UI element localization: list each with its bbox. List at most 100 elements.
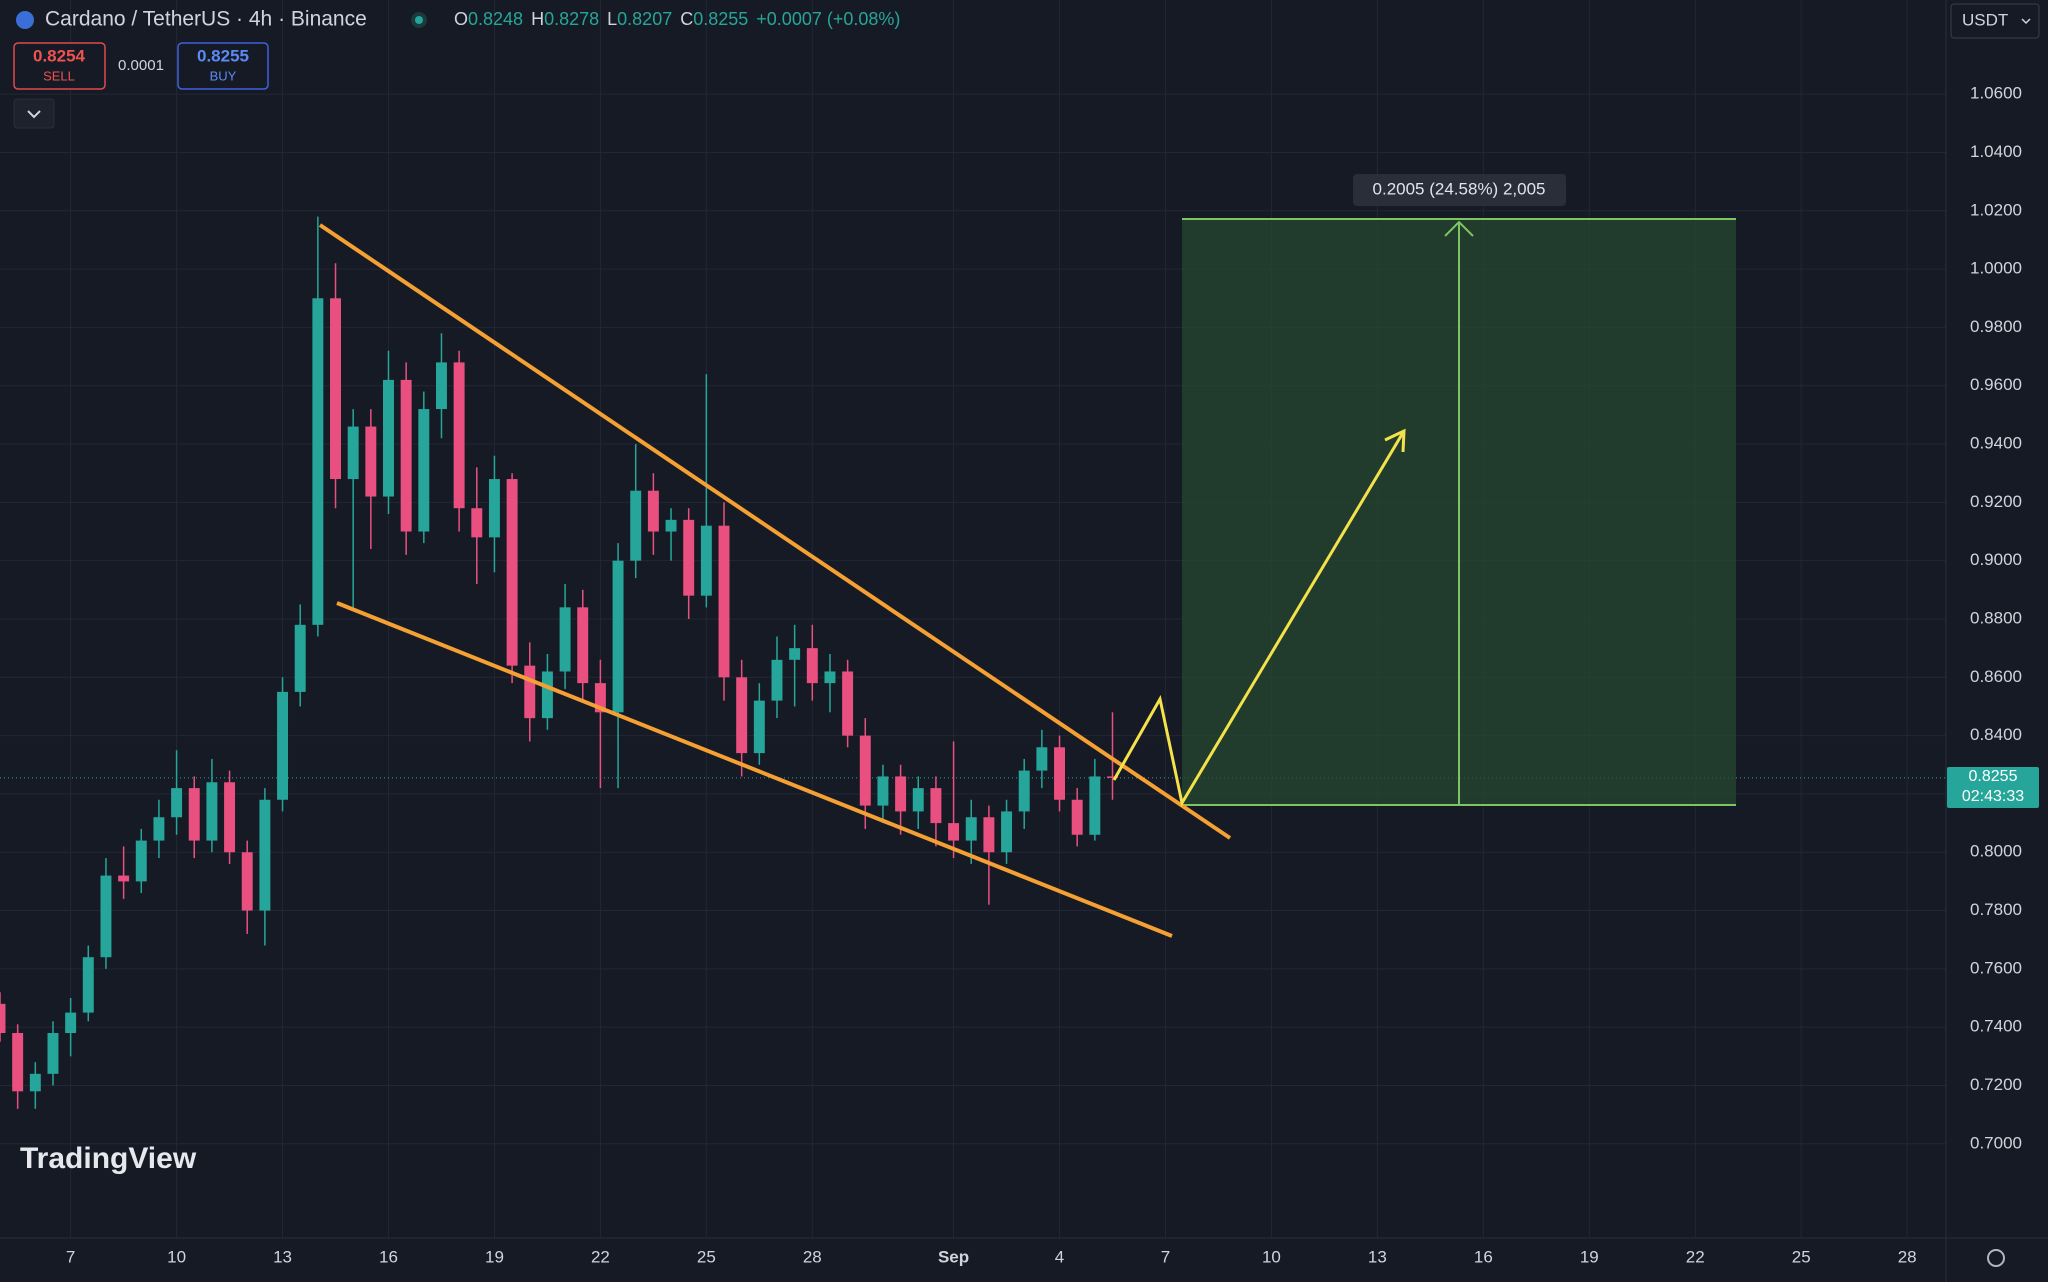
candle-body [65,1012,77,1034]
lower-trendline [336,601,1173,938]
buy-button[interactable] [177,42,269,90]
candle-body [435,362,447,410]
collapse-button[interactable] [13,98,55,129]
ohlc-key: C [680,9,693,29]
candle-body [241,852,253,911]
candle-body [153,817,165,841]
y-tick-label: 0.8000 [1970,842,2022,861]
candle-body [118,875,130,882]
x-tick-label: 22 [591,1247,610,1266]
candle-body [29,1073,41,1092]
candle-body [365,426,377,497]
y-tick-label: 1.0400 [1970,142,2022,161]
candle-body [930,788,942,824]
ohlc-value: 0.8207 [617,9,672,29]
candle-body [524,665,536,719]
candle-body [736,677,748,754]
candle-body [577,607,589,684]
candle-body [171,788,183,818]
spread: 0.0001 [118,57,164,74]
y-tick-label: 1.0000 [1970,259,2022,278]
candle-body [206,782,218,841]
y-tick-label: 0.7400 [1970,1017,2022,1036]
coin-icon [16,11,34,29]
candle-body [471,508,483,538]
sell-price: 0.8254 [33,46,86,65]
measure-arrow-head [1444,220,1474,237]
ohlc-value: 0.8255 [693,9,748,29]
x-tick-label: 16 [1474,1247,1493,1266]
status-dot [415,16,423,24]
y-tick-label: 0.9000 [1970,550,2022,569]
candle-body [312,298,324,625]
y-tick-label: 0.7000 [1970,1133,2022,1152]
x-tick-label: 4 [1055,1247,1064,1266]
candle-body [100,875,112,958]
candle-body [771,659,783,701]
candle-body [877,776,889,806]
y-tick-label: 0.9600 [1970,375,2022,394]
projection-path [1112,430,1406,808]
candle-body [330,298,341,480]
x-tick-label: 7 [66,1247,75,1266]
candle-body [912,788,924,812]
candle-body [789,648,801,660]
candle-body [1018,770,1030,812]
x-tick-label: Sep [938,1247,969,1266]
candle-body [630,490,642,561]
candle-body [418,409,430,532]
candle-body [347,426,359,480]
ohlc-key: H [531,9,544,29]
candle-body [965,817,977,841]
candle-body [665,519,677,532]
candles [0,216,1118,1109]
candle-body [506,479,518,666]
candle-body [983,817,995,853]
candle-body [1036,747,1048,771]
candle-body [188,788,200,841]
y-tick-label: 0.8800 [1970,608,2022,627]
candle-body [47,1033,59,1074]
currency: USDT [1962,10,2008,29]
measure-box [1353,174,1566,206]
buy-price: 0.8255 [197,46,249,65]
x-tick-label: 28 [803,1247,822,1266]
ohlc-key: O [454,9,468,29]
y-tick-label: 0.9200 [1970,492,2022,511]
sell-label: SELL [43,68,75,83]
candle-body [224,782,236,853]
candle-body [806,648,818,684]
settings-icon[interactable] [1987,1249,2005,1267]
candle-body [718,525,730,678]
candle-body [82,957,94,1013]
y-tick-label: 0.9800 [1970,317,2022,336]
candle-body [842,671,854,736]
x-tick-label: 7 [1161,1247,1170,1266]
candle-body [1071,799,1083,835]
currency-caret [2021,18,2031,25]
candle-body [453,362,465,509]
measure-label: 0.2005 (24.58%) 2,005 [1373,179,1546,198]
candle-body [612,560,624,713]
watermark: TradingView [20,1142,197,1175]
candle-body [135,840,147,882]
candle-body [541,671,553,719]
candle-body [753,700,765,754]
x-tick-label: 10 [167,1247,186,1266]
currency-button[interactable] [1950,3,2040,39]
candle-body [948,823,960,841]
sell-button[interactable] [13,42,106,90]
candle-body [1107,776,1118,778]
candle-body [400,379,412,532]
x-tick-label: 25 [1792,1247,1811,1266]
candle-body [859,735,871,806]
ohlc-value: 0.8248 [468,9,523,29]
ohlc-value: 0.8278 [544,9,599,29]
candle-body [647,490,659,532]
candle-body [0,1003,6,1034]
y-tick-label: 1.0200 [1970,200,2022,219]
x-tick-label: 25 [697,1247,716,1266]
candle-body [1054,747,1066,800]
candle-body [594,683,606,713]
